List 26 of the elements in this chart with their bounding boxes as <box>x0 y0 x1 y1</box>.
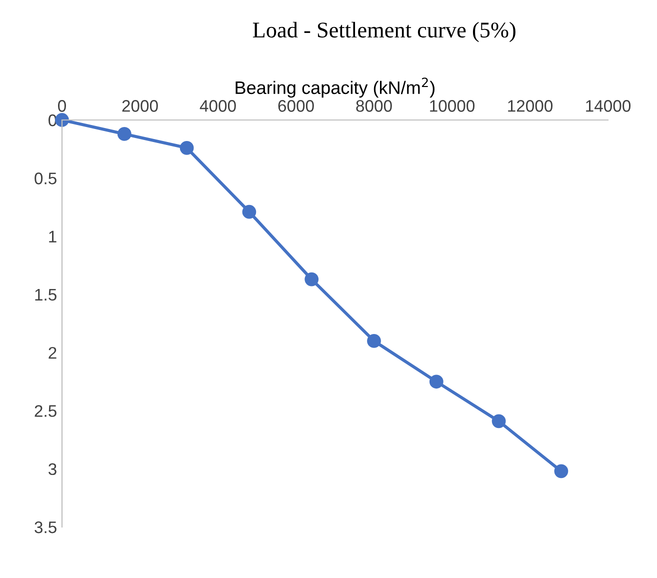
point <box>554 464 568 478</box>
point <box>367 334 381 348</box>
x-tick-label: 0 <box>58 100 66 112</box>
x-tick-label: 2000 <box>122 100 158 112</box>
y-tick-label: 3 <box>48 463 56 476</box>
x-tick-label: 10000 <box>430 100 475 112</box>
point <box>429 374 444 389</box>
point <box>242 204 256 219</box>
y-tick-label: 2.5 <box>34 405 56 417</box>
x-tick-label: 8000 <box>356 100 392 112</box>
x-tick-label: 6000 <box>278 100 314 112</box>
point <box>180 140 194 155</box>
chart-title: Load - Settlement curve (5%) <box>252 22 516 42</box>
y-tick-label: 1.5 <box>35 289 56 301</box>
x-tick-label: 12000 <box>508 100 553 112</box>
x-tick-label: 4000 <box>200 100 236 112</box>
y-tick-label: 1 <box>49 230 56 242</box>
y-tick-label: 3.5 <box>34 521 56 534</box>
y-tick-label: 0.5 <box>34 172 56 184</box>
x-tick-label: 14000 <box>586 100 631 112</box>
point <box>304 272 319 286</box>
point <box>117 127 132 141</box>
point <box>492 414 506 428</box>
x-axis-title: Bearing capacity (kN/m$^{2}$) <box>236 78 434 98</box>
point <box>55 113 69 127</box>
y-tick-label: 2 <box>48 346 56 359</box>
